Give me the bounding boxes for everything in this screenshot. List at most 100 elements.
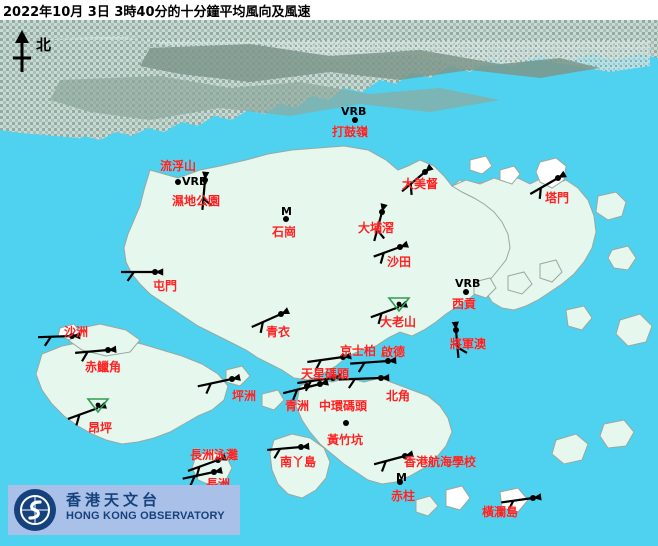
mainland-urban-dark-patch: [140, 44, 600, 82]
wind-barb-feather: [205, 383, 212, 395]
wind-barb-feather: [314, 359, 322, 371]
station-dot: [397, 244, 403, 250]
sai-kung-inner-island-2: [507, 271, 533, 295]
station-name-label: 石崗: [272, 225, 297, 239]
station-dot: [175, 179, 181, 185]
station-dot: [229, 376, 235, 382]
peak-station-triangle-icon: [387, 297, 411, 313]
peak-station-triangle-icon: [86, 398, 110, 414]
station-name-label: 大美督: [402, 177, 439, 191]
wind-shaft: [197, 377, 233, 388]
station-name-label: 赤柱: [391, 489, 416, 503]
beaufort-island: [415, 495, 439, 517]
variable-wind-tag: VRB: [182, 175, 208, 188]
station-name-label: 青洲: [285, 399, 310, 413]
station-dot: [317, 381, 323, 387]
wind-shaft: [75, 348, 109, 354]
wind-shaft: [454, 329, 460, 358]
north-arrow: 北: [8, 28, 68, 76]
station-name-label: 塔門: [545, 191, 570, 205]
port-shelter-island: [595, 191, 627, 221]
station-marker: [267, 442, 310, 459]
station-marker: [182, 466, 223, 487]
wind-shaft: [267, 445, 302, 452]
wind-arrow-head: [533, 493, 542, 501]
station-marker: [121, 268, 164, 282]
station-marker: [175, 179, 181, 185]
hko-logo-mark-icon: [14, 489, 56, 531]
wind-shaft: [373, 454, 406, 466]
variable-wind-tag: VRB: [455, 277, 481, 290]
station-name-label: 天星碼頭: [301, 367, 350, 381]
station-name-label: 打鼓嶺: [332, 125, 369, 139]
wind-barb-feather: [380, 460, 387, 472]
wind-arrow-head: [381, 374, 390, 382]
wind-shaft: [373, 245, 401, 258]
station-marker: [352, 117, 358, 123]
page-title: 2022年10月 3日 3時40分的十分鐘平均風向及風速: [3, 5, 311, 20]
map-canvas: 打鼓嶺 VRB 流浮山 VRB 濕地公園 石崗 M 大美督 塔門 大埔滘 沙田 西貢 VRB 大老山 將軍澳…: [0, 20, 658, 546]
station-dot: [555, 175, 561, 181]
po-toi-island: [445, 485, 471, 511]
station-name-label: 將軍澳: [450, 337, 487, 351]
sai-kung-inner-island-1: [473, 277, 497, 299]
lamma-island-landmass: [269, 433, 331, 499]
sai-kung-inner-island-3: [539, 259, 563, 283]
station-dot: [463, 289, 469, 295]
station-dot: [202, 177, 208, 183]
station-name-label: 屯門: [153, 279, 178, 293]
sai-kung-peninsula: [450, 177, 597, 311]
se-island-cluster-1: [551, 433, 589, 465]
station-dot: [396, 301, 402, 307]
station-dot: [211, 469, 217, 475]
station-name-label: 昂坪: [88, 421, 113, 435]
station-dot: [69, 333, 75, 339]
wind-shaft: [307, 355, 344, 364]
station-dot: [152, 269, 158, 275]
chek-lap-kok-island: [67, 323, 141, 357]
station-name-label: 西貢: [452, 297, 477, 311]
wind-barb-feather: [75, 414, 81, 426]
wind-shaft: [350, 359, 389, 365]
new-territories-landmass: [123, 145, 531, 381]
station-marker: [67, 398, 110, 426]
se-island-cluster-2: [599, 419, 635, 449]
station-marker: [501, 493, 542, 512]
hong-kong-island-landmass: [295, 377, 453, 485]
wind-barb-feather: [377, 313, 383, 325]
wind-barb-feather: [259, 321, 264, 334]
station-marker: [37, 332, 81, 347]
station-marker: [283, 216, 289, 222]
station-dot: [422, 169, 428, 175]
station-marker: [463, 289, 469, 295]
wind-arrow-head: [388, 356, 397, 365]
wind-shaft: [37, 334, 73, 339]
station-dot: [402, 453, 408, 459]
station-dot: [379, 209, 385, 215]
station-dot: [340, 354, 346, 360]
wind-shaft: [501, 496, 534, 504]
mainland-china-highlight: [30, 36, 650, 72]
wind-barb-feather: [376, 229, 386, 240]
station-name-label: 坪洲: [232, 389, 257, 403]
tolo-island-1: [499, 165, 521, 185]
station-name-label: 北角: [386, 389, 411, 403]
wind-shaft: [373, 211, 384, 242]
station-name-label: 中環碼頭: [319, 399, 368, 413]
station-marker: [451, 321, 468, 358]
deep-bay-water: [10, 132, 178, 200]
hko-logo-name-en: HONG KONG OBSERVATORY: [66, 510, 225, 522]
wind-barb-feather: [347, 378, 356, 389]
station-marker: [373, 203, 388, 242]
wind-barb-feather: [292, 389, 299, 401]
station-name-label: 長洲泳灘: [190, 448, 239, 462]
wind-barb-feather: [126, 271, 135, 282]
wind-arrow-head: [202, 171, 210, 180]
station-name-label: 大埔滘: [358, 221, 395, 235]
wind-arrow-head: [72, 332, 81, 340]
wind-shaft: [401, 171, 426, 193]
station-marker: [343, 420, 349, 426]
station-marker: [201, 171, 213, 210]
station-marker: [251, 307, 290, 334]
